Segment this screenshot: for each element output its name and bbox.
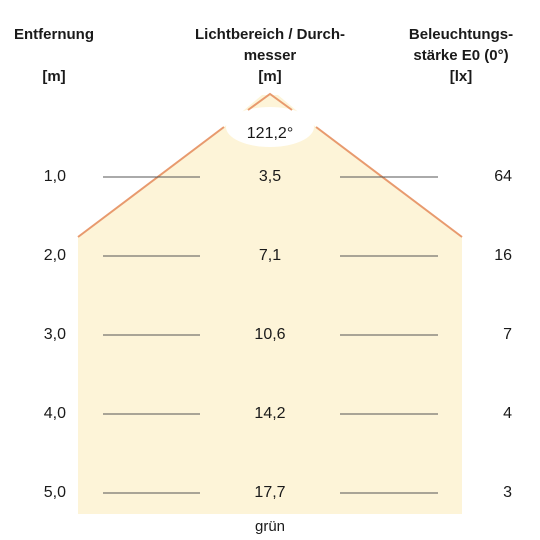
diameter-value: 17,7: [254, 484, 286, 501]
illuminance-header-line2: stärke E0 (0°): [413, 47, 509, 64]
distance-value: 1,0: [43, 168, 66, 185]
diameter-header-unit: [m]: [258, 68, 282, 85]
distance-value: 2,0: [43, 247, 66, 264]
illuminance-header-unit: [lx]: [449, 68, 473, 85]
diameter-value: 10,6: [254, 326, 286, 343]
diameter-value: 3,5: [258, 168, 282, 185]
illuminance-value: 3: [503, 484, 512, 501]
cone-right-edge: [315, 126, 463, 238]
distance-value: 4,0: [43, 405, 66, 422]
cone-left-edge: [77, 126, 225, 238]
beam-angle-label: 121,2°: [246, 125, 294, 142]
distance-header-unit: [m]: [42, 68, 66, 85]
illuminance-value: 4: [503, 405, 512, 422]
diameter-header-line2: messer: [243, 47, 297, 64]
color-label: grün: [254, 518, 286, 535]
angle-label-background: [226, 107, 314, 147]
illuminance-value: 64: [494, 168, 512, 185]
illuminance-value: 16: [494, 247, 512, 264]
light-cone-area: [78, 95, 462, 514]
distance-header-title: Entfernung: [14, 26, 94, 43]
illuminance-header: Beleuchtungs- stärke E0 (0°) [lx]: [396, 24, 526, 87]
distance-header: Entfernung [m]: [0, 24, 108, 87]
cone-apex: [247, 92, 293, 111]
illuminance-header-line1: Beleuchtungs-: [408, 26, 514, 43]
diameter-value: 7,1: [258, 247, 282, 264]
distance-value: 3,0: [43, 326, 66, 343]
diameter-header: Lichtbereich / Durch- messer [m]: [180, 24, 360, 87]
diameter-value: 14,2: [254, 405, 286, 422]
distance-value: 5,0: [43, 484, 66, 501]
row-rules: [103, 176, 438, 494]
diameter-header-line1: Lichtbereich / Durch-: [194, 26, 346, 43]
illuminance-value: 7: [503, 326, 512, 343]
